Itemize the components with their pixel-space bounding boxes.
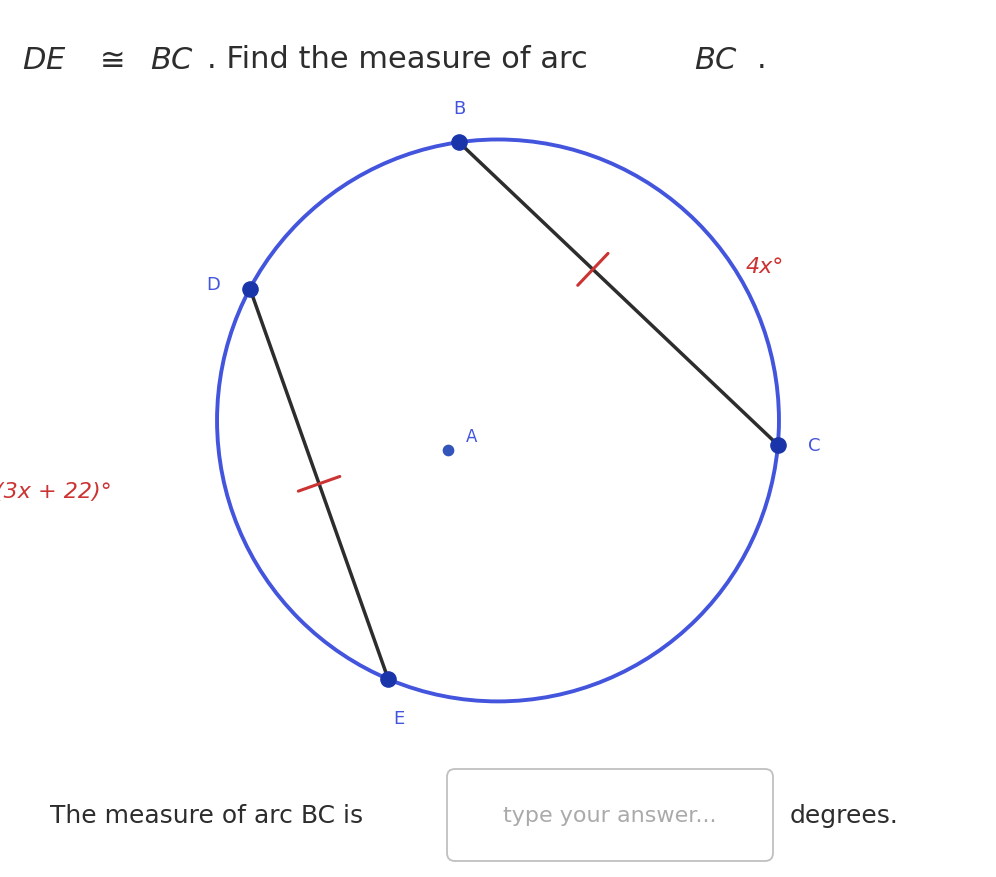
Point <box>380 673 396 687</box>
Text: The measure of arc BC is: The measure of arc BC is <box>50 803 364 827</box>
Text: degrees.: degrees. <box>790 803 898 827</box>
FancyBboxPatch shape <box>447 769 773 861</box>
Text: 4x°: 4x° <box>745 257 784 276</box>
Text: $\mathit{BC}$: $\mathit{BC}$ <box>694 45 738 76</box>
Text: D: D <box>206 275 220 293</box>
Point <box>440 444 456 458</box>
Text: $\mathit{DE}$: $\mathit{DE}$ <box>22 45 67 76</box>
Text: $\cong$: $\cong$ <box>94 45 124 74</box>
Text: $\mathit{BC}$: $\mathit{BC}$ <box>150 45 194 76</box>
Point <box>242 282 258 296</box>
Point <box>451 136 467 150</box>
Text: .: . <box>757 45 767 74</box>
Text: C: C <box>808 437 821 454</box>
Text: type your answer...: type your answer... <box>503 805 717 825</box>
Point <box>770 438 786 453</box>
Text: E: E <box>393 709 404 727</box>
Text: B: B <box>453 100 465 118</box>
Text: (3x + 22)°: (3x + 22)° <box>0 481 112 501</box>
Text: A: A <box>466 428 477 446</box>
Text: . Find the measure of arc: . Find the measure of arc <box>207 45 598 74</box>
